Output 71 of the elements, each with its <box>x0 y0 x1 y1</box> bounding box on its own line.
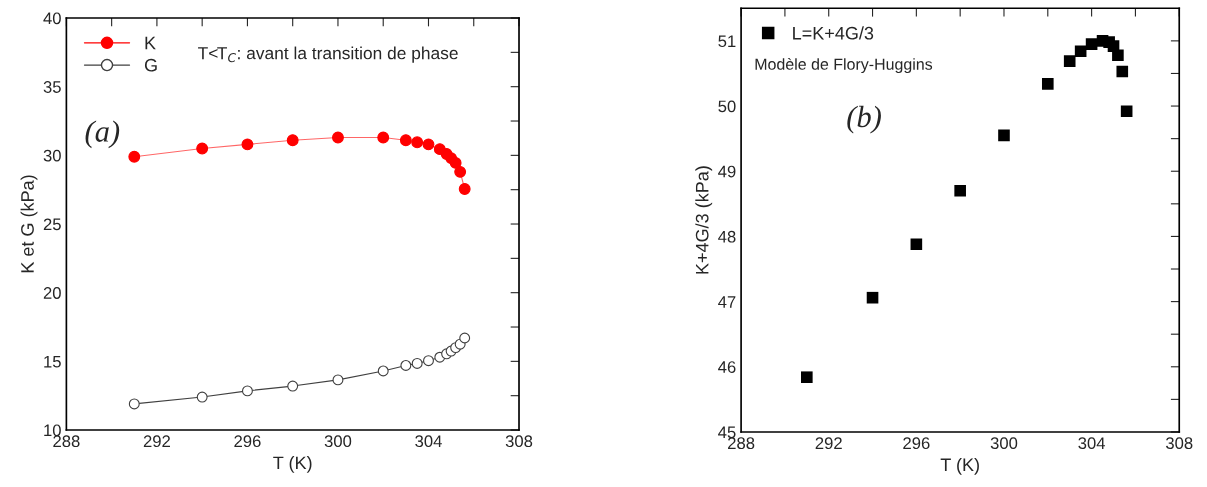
point <box>400 360 412 371</box>
point <box>399 134 412 147</box>
point <box>1063 55 1076 67</box>
point <box>1112 49 1124 62</box>
point <box>241 138 254 151</box>
y-tick-label: 48 <box>718 230 736 243</box>
point <box>910 238 923 251</box>
y-tick-label: 45 <box>718 426 736 439</box>
point <box>128 150 141 163</box>
x-tick-label: 308 <box>1165 437 1193 450</box>
y-tick-label: 47 <box>718 296 736 308</box>
y-tick-label: 20 <box>43 287 61 299</box>
point <box>1085 38 1098 50</box>
y-tick-label: 10 <box>44 424 61 437</box>
annotation: Modèle de Flory-Huggins <box>755 57 933 74</box>
x-tick-label: 288 <box>53 435 80 448</box>
y-tick-label: 51 <box>718 35 736 48</box>
y-tick-label: 30 <box>43 149 61 162</box>
point <box>196 391 208 403</box>
point <box>377 131 390 144</box>
y-tick-label: 25 <box>43 218 61 231</box>
x-tick-label: 308 <box>505 435 533 448</box>
y-tick-label: 40 <box>43 12 61 25</box>
point <box>332 131 344 144</box>
x-tick-label: 300 <box>990 437 1018 450</box>
y-tick-label: 49 <box>718 165 736 178</box>
y-axis-title: K+4G/3 (kPa) <box>695 166 713 274</box>
point <box>411 136 424 149</box>
point <box>128 398 140 410</box>
point <box>1116 65 1129 78</box>
point <box>377 365 389 377</box>
legend-label: G <box>144 58 157 72</box>
x-tick-label: 300 <box>324 435 352 448</box>
x-tick-label: 304 <box>1078 437 1106 450</box>
x-tick-label: 292 <box>815 437 842 450</box>
point <box>954 184 966 197</box>
x-axis-title: T (K) <box>273 455 312 473</box>
point <box>454 165 467 178</box>
y-tick-label: 46 <box>718 361 736 373</box>
point <box>287 380 299 392</box>
y-axis-title: K et G (kPa) <box>20 175 38 273</box>
x-axis-title: T (K) <box>940 457 979 475</box>
x-tick-label: 296 <box>234 435 261 448</box>
x-tick-label: 292 <box>143 435 170 448</box>
x-tick-label: 288 <box>728 437 755 450</box>
annotation: T<T$_{C}$: avant la transition de phase <box>198 46 458 63</box>
point <box>998 129 1010 142</box>
x-tick-label: 304 <box>415 435 442 448</box>
point <box>449 156 462 169</box>
y-tick-label: 35 <box>43 81 61 93</box>
x-tick-label: 296 <box>903 437 930 450</box>
y-tick-label: 15 <box>44 355 61 368</box>
point <box>411 357 423 369</box>
point <box>458 183 471 195</box>
point <box>1120 105 1133 118</box>
point <box>423 355 434 367</box>
annotation: (b) <box>847 105 881 134</box>
y-tick-label: 50 <box>718 100 736 113</box>
legend-label: L=K+4G/3 <box>793 26 874 40</box>
point <box>459 332 471 344</box>
point <box>286 134 299 147</box>
point <box>422 138 435 151</box>
point <box>332 374 344 386</box>
point <box>801 371 813 384</box>
legend-label: K <box>145 36 156 50</box>
annotation: (a) <box>85 120 120 149</box>
point <box>1074 45 1087 58</box>
point <box>196 142 209 155</box>
point <box>1041 78 1054 90</box>
point <box>241 385 253 397</box>
point <box>866 291 879 304</box>
